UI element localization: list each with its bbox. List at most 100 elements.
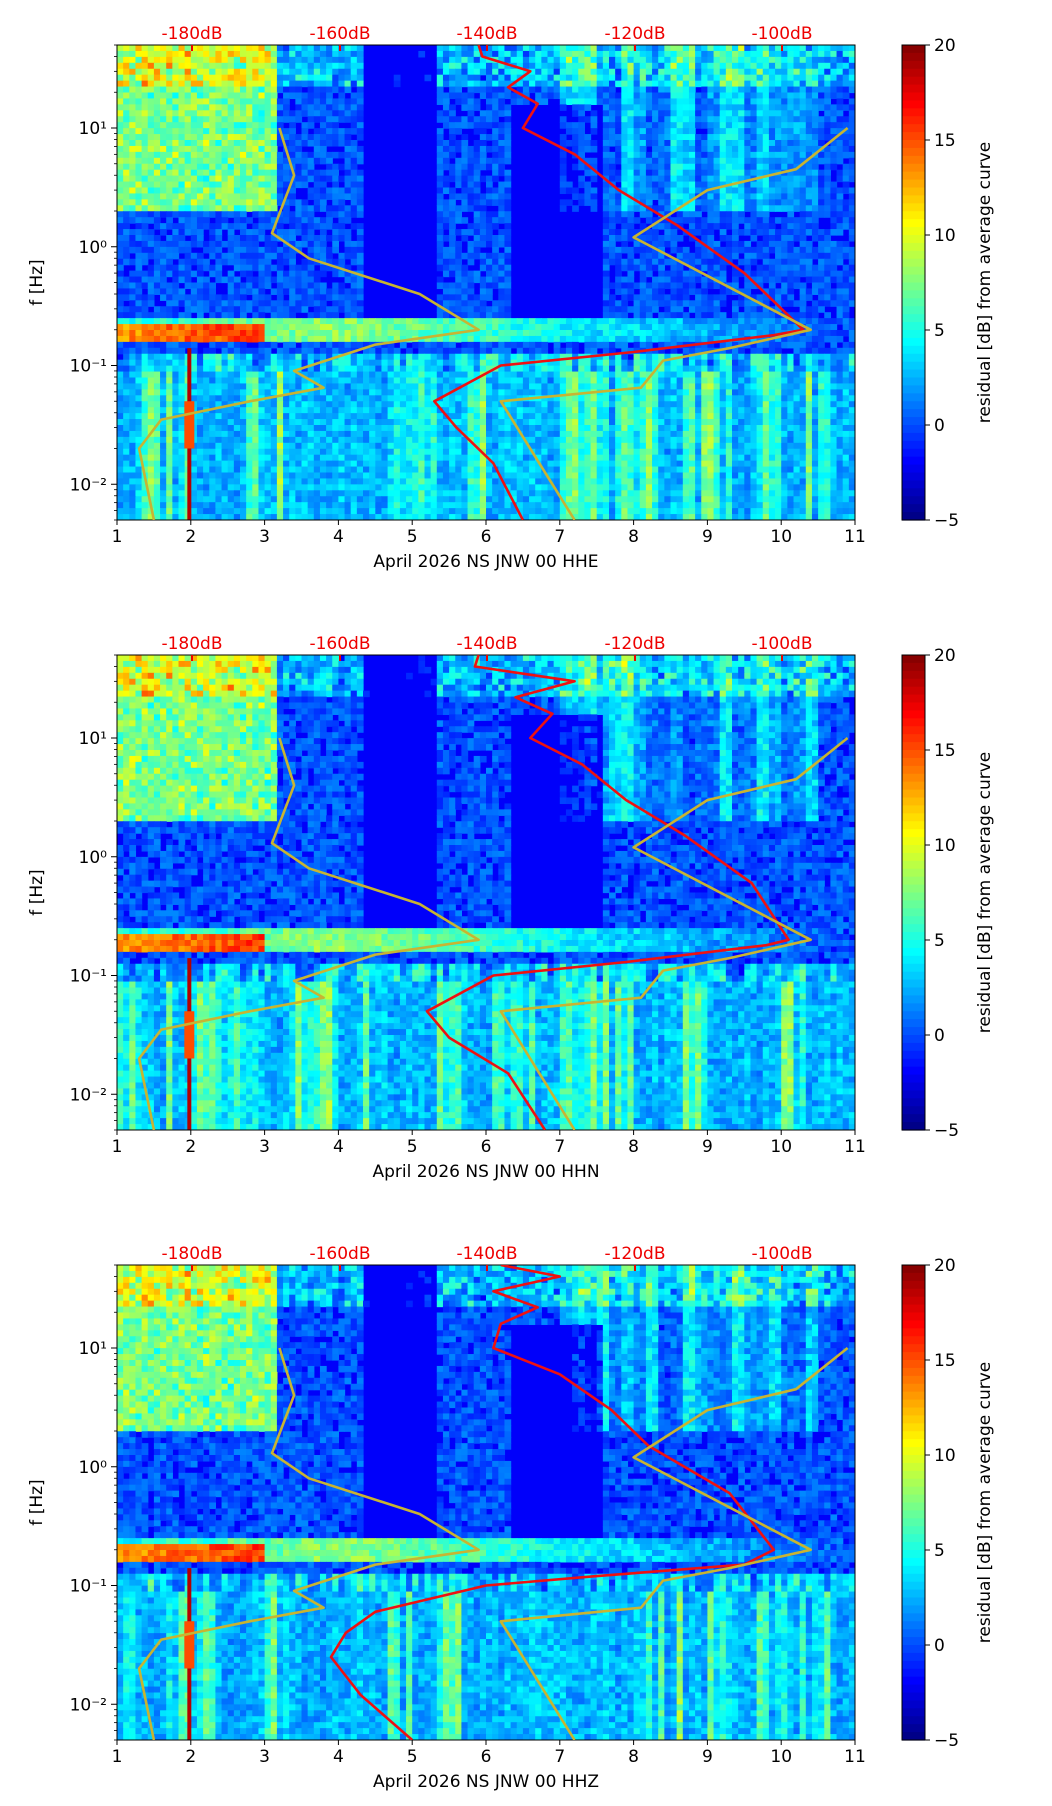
- x-tick-label: 4: [333, 527, 344, 547]
- colorbar-band: [902, 662, 925, 672]
- colorbar-band: [902, 456, 925, 466]
- colorbar: −5 0 5 10 15 20 residual [dB] from average cur…: [901, 36, 995, 531]
- colorbar-band: [902, 1304, 925, 1314]
- series-line-1: [329, 1265, 776, 1740]
- colorbar-band: [902, 440, 925, 450]
- colorbar-band: [902, 892, 925, 902]
- chart-panel-2: 1 2 3 4 5 6 7 8 9 10 11 April 2026 NS JNW 00 HHN 10⁻…: [27, 634, 995, 1182]
- colorbar-band: [902, 1050, 925, 1060]
- colorbar-band: [902, 1629, 925, 1638]
- colorbar-band: [902, 266, 925, 276]
- colorbar-band: [902, 805, 925, 814]
- x-tick-label: 9: [702, 1747, 713, 1767]
- colorbar-band: [902, 155, 925, 165]
- colorbar-band: [902, 322, 925, 331]
- colorbar-band: [902, 512, 925, 521]
- colorbar-band: [902, 1415, 925, 1424]
- x-tick-label: 3: [259, 1137, 270, 1157]
- colorbar-band: [902, 1526, 925, 1535]
- colorbar-band: [902, 132, 925, 141]
- colorbar-band: [902, 947, 925, 957]
- colorbar-frame: [901, 44, 926, 521]
- x-tick-label: 6: [481, 1137, 492, 1157]
- colorbar-tick-label: 20: [934, 36, 956, 56]
- top-db-tick-label: -160dB: [309, 24, 370, 44]
- x-tick-label: 11: [844, 527, 866, 547]
- colorbar-band: [902, 195, 925, 204]
- colorbar-band: [902, 916, 925, 925]
- colorbar-band: [902, 868, 925, 878]
- colorbar-tick-label: 15: [934, 131, 956, 151]
- colorbar-tick-label: 10: [934, 1446, 956, 1466]
- x-axis-label: April 2026 NS JNW 00 HHE: [373, 552, 598, 572]
- x-tick-label: 6: [481, 527, 492, 547]
- x-tick-label: 5: [407, 1747, 418, 1767]
- colorbar-band: [902, 187, 925, 197]
- colorbar-band: [902, 1296, 925, 1306]
- colorbar-band: [902, 1312, 925, 1322]
- colorbar-label: residual [dB] from average curve: [975, 1362, 995, 1643]
- x-tick-label: 4: [333, 1137, 344, 1157]
- colorbar-band: [902, 1383, 925, 1393]
- colorbar-band: [902, 345, 925, 355]
- colorbar-tick-label: 0: [934, 1636, 945, 1656]
- colorbar-band: [902, 773, 925, 783]
- colorbar-band: [902, 1645, 925, 1654]
- colorbar-band: [902, 401, 925, 410]
- y-axis-label: f [Hz]: [27, 259, 47, 305]
- colorbar-band: [902, 409, 925, 418]
- colorbar-band: [902, 1573, 925, 1583]
- top-db-tick-label: -180dB: [161, 634, 222, 654]
- colorbar-band: [902, 1660, 925, 1670]
- colorbar-band: [902, 845, 925, 854]
- colorbar-band: [902, 686, 925, 696]
- colorbar-band: [902, 1035, 925, 1044]
- colorbar-band: [902, 1431, 925, 1440]
- colorbar-band: [902, 924, 925, 933]
- colorbar-band: [902, 1003, 925, 1012]
- colorbar-band: [902, 1328, 925, 1337]
- colorbar-band: [902, 1708, 925, 1717]
- colorbar-band: [902, 1288, 925, 1298]
- y-tick-label: 10⁻²: [70, 1695, 107, 1715]
- colorbar-band: [902, 1336, 925, 1345]
- colorbar-band: [902, 1098, 925, 1107]
- colorbar-band: [902, 100, 925, 109]
- series-line-3: [499, 1346, 849, 1740]
- colorbar-band: [902, 258, 925, 268]
- colorbar-band: [902, 837, 925, 846]
- colorbar-band: [902, 1581, 925, 1591]
- y-tick-label: 10⁻¹: [70, 357, 107, 377]
- colorbar-band: [902, 702, 925, 712]
- colorbar-band: [902, 179, 925, 189]
- colorbar-tick-label: 5: [934, 321, 945, 341]
- x-tick-label: 3: [259, 527, 270, 547]
- colorbar-band: [902, 718, 925, 727]
- colorbar-band: [902, 124, 925, 133]
- colorbar-band: [902, 932, 925, 941]
- colorbar-band: [902, 274, 925, 284]
- series-line-1: [433, 45, 805, 520]
- heatmap-cells: [117, 1265, 855, 1740]
- colorbar-band: [902, 140, 925, 149]
- colorbar-band: [902, 940, 925, 949]
- colorbar-band: [902, 1510, 925, 1519]
- colorbar-band: [902, 298, 925, 307]
- colorbar-band: [902, 655, 925, 664]
- x-axis-label: April 2026 NS JNW 00 HHZ: [373, 1772, 599, 1792]
- colorbar-band: [902, 781, 925, 791]
- colorbar-band: [902, 829, 925, 838]
- colorbar-band: [902, 789, 925, 799]
- colorbar-tick-label: 20: [934, 1256, 956, 1276]
- top-db-tick-label: -120dB: [604, 1244, 665, 1264]
- colorbar-band: [902, 353, 925, 363]
- colorbar-band: [902, 171, 925, 181]
- colorbar-band: [902, 852, 925, 862]
- colorbar-band: [902, 1320, 925, 1329]
- event-streak-halo: [184, 1621, 195, 1669]
- colorbar-band: [902, 242, 925, 252]
- x-tick-label: 11: [844, 1137, 866, 1157]
- colorbar-band: [902, 821, 925, 830]
- chart-panel-3: 1 2 3 4 5 6 7 8 9 10 11 April 2026 NS JNW 00 HHZ 10⁻…: [27, 1244, 995, 1792]
- colorbar-band: [902, 1470, 925, 1480]
